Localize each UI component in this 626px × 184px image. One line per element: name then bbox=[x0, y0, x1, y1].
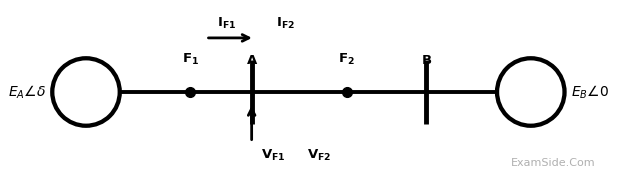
Text: $\mathbf{V_{F1}}$: $\mathbf{V_{F1}}$ bbox=[261, 148, 285, 163]
Text: $\mathbf{I_{F1}}$: $\mathbf{I_{F1}}$ bbox=[217, 16, 237, 31]
Text: $E_B\angle 0$: $E_B\angle 0$ bbox=[571, 83, 608, 101]
Text: $\mathbf{A}$: $\mathbf{A}$ bbox=[245, 54, 258, 67]
Text: ExamSide.Com: ExamSide.Com bbox=[511, 158, 595, 168]
Text: $\mathbf{I_{F2}}$: $\mathbf{I_{F2}}$ bbox=[276, 16, 295, 31]
Text: $\mathbf{B}$: $\mathbf{B}$ bbox=[421, 54, 432, 67]
Text: $\mathbf{V_{F2}}$: $\mathbf{V_{F2}}$ bbox=[307, 148, 331, 163]
Text: $\mathbf{F_2}$: $\mathbf{F_2}$ bbox=[338, 52, 355, 67]
Text: $\mathbf{F_1}$: $\mathbf{F_1}$ bbox=[182, 52, 199, 67]
Text: $E_A\angle\delta$: $E_A\angle\delta$ bbox=[8, 83, 46, 101]
